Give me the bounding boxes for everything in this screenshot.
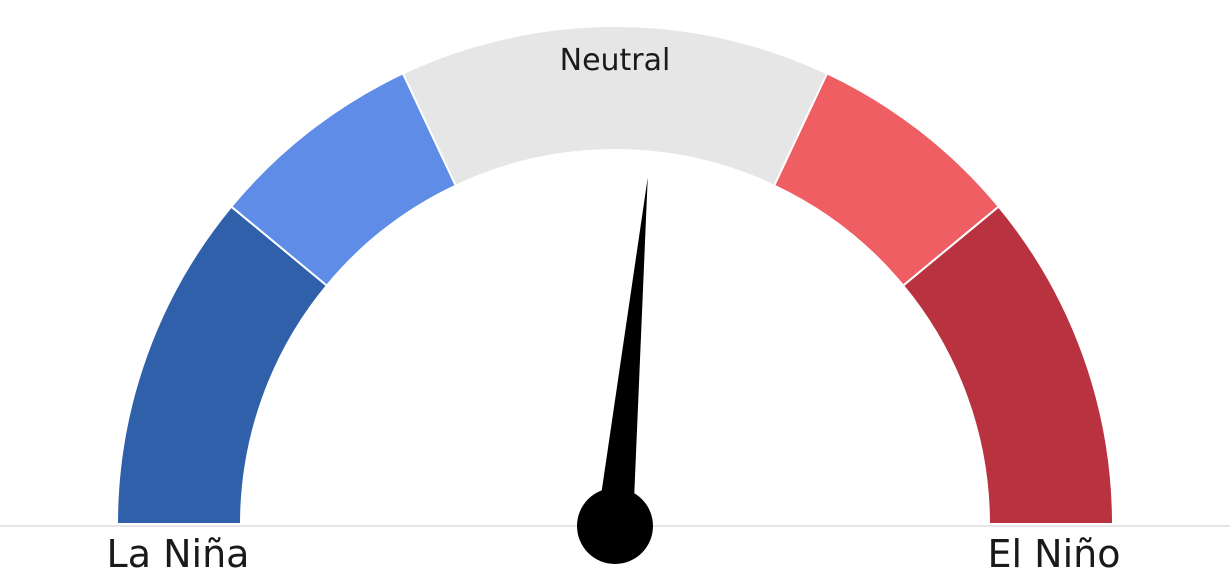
gauge-needle <box>577 177 653 564</box>
gauge-segment-label: Neutral <box>560 43 671 78</box>
needle-hub <box>577 488 653 564</box>
el-nino-label: El Niño <box>988 532 1121 576</box>
needle-pointer <box>597 177 648 526</box>
la-nina-label: La Niña <box>107 532 250 576</box>
gauge-labels: La Niña El Niño <box>107 532 1121 576</box>
gauge-segments: Neutral <box>115 25 1115 525</box>
gauge-segment-4 <box>901 205 1115 525</box>
